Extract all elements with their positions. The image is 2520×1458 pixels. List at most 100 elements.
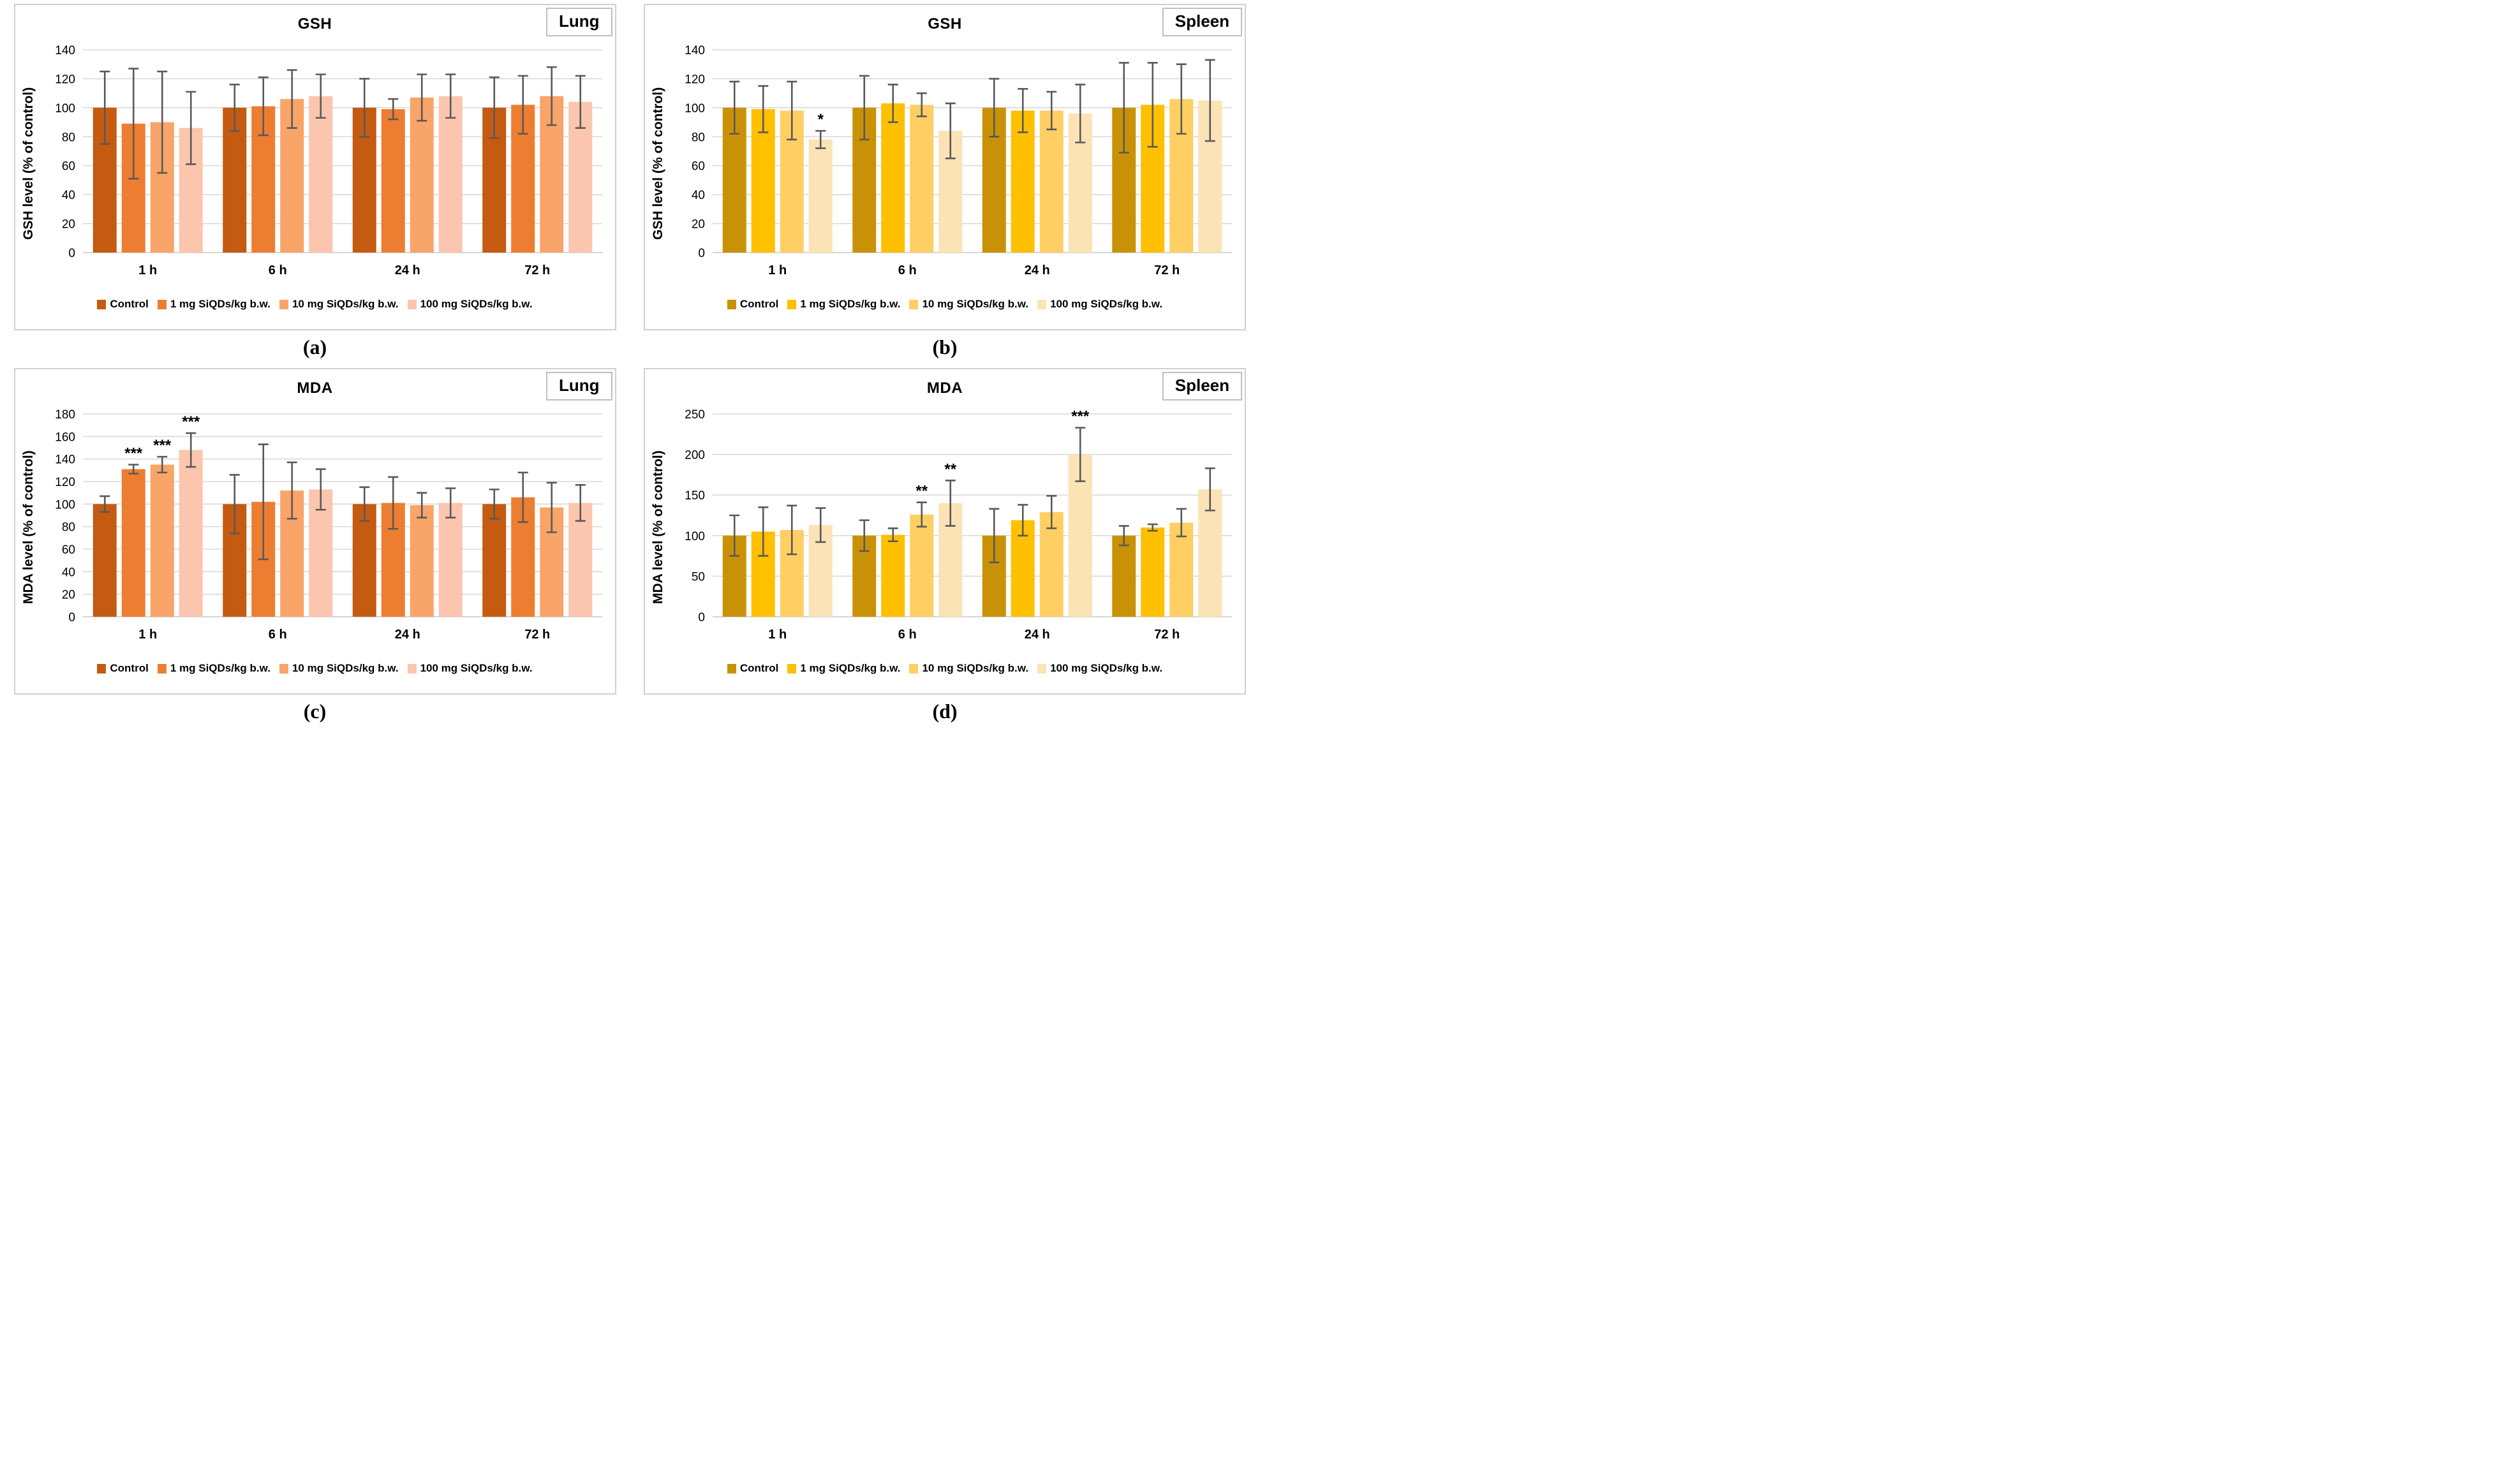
chart-panel-c: Lung MDA MDA level (% of control) 0 20 40 6… xyxy=(13,368,616,695)
y-tick-label: 180 xyxy=(55,408,75,422)
legend-label: Control xyxy=(739,662,779,674)
y-axis-label: GSH level (% of control) xyxy=(651,87,665,240)
y-tick-label: 100 xyxy=(55,102,75,115)
panel-c: Lung MDA MDA level (% of control) 0 20 40 6… xyxy=(0,368,630,732)
legend-label: Control xyxy=(110,662,149,674)
legend-swatch xyxy=(1037,299,1047,309)
bar xyxy=(910,105,934,253)
legend-swatch xyxy=(1037,663,1047,674)
legend-swatch xyxy=(727,663,736,674)
bar xyxy=(1169,522,1194,617)
x-tick-label: 24 h xyxy=(1025,263,1050,277)
legend-swatch xyxy=(787,299,797,309)
legend-label: Control xyxy=(739,298,779,310)
bar xyxy=(308,96,332,253)
y-tick-label: 20 xyxy=(61,218,75,232)
y-tick-label: 100 xyxy=(55,498,75,512)
legend-item: 1 mg SiQDs/kg b.w. xyxy=(787,662,900,675)
legend-item: Control xyxy=(97,298,149,311)
legend-swatch xyxy=(909,663,919,674)
figure-grid: Lung GSH GSH level (% of control) 0 20 40 6… xyxy=(0,0,1260,729)
legend-item: 10 mg SiQDs/kg b.w. xyxy=(279,662,399,675)
bar xyxy=(438,96,463,253)
bar xyxy=(308,489,332,617)
y-tick-label: 140 xyxy=(55,44,75,57)
y-tick-label: 20 xyxy=(61,589,75,602)
bar xyxy=(93,504,117,617)
legend-label: 10 mg SiQDs/kg b.w. xyxy=(922,662,1029,674)
panel-d: Spleen MDA MDA level (% of control) 0 50 1… xyxy=(630,368,1260,732)
y-tick-label: 60 xyxy=(692,160,705,173)
chart-title: MDA xyxy=(297,379,333,397)
bar xyxy=(881,534,905,617)
chart-panel-b: Spleen GSH GSH level (% of control) 0 20 4… xyxy=(644,4,1246,330)
legend-swatch xyxy=(97,299,107,309)
x-tick-label: 24 h xyxy=(394,263,420,277)
bar xyxy=(1039,512,1064,617)
y-tick-label: 40 xyxy=(61,189,75,202)
bar xyxy=(352,504,376,617)
legend-item: Control xyxy=(727,662,778,675)
bar xyxy=(568,503,592,617)
legend-label: 100 mg SiQDs/kg b.w. xyxy=(1050,662,1163,674)
x-tick-label: 1 h xyxy=(768,263,787,277)
bar xyxy=(179,450,203,617)
x-tick-label: 1 h xyxy=(138,263,157,277)
legend-label: 1 mg SiQDs/kg b.w. xyxy=(800,298,901,310)
bar xyxy=(410,505,434,617)
significance-marker: *** xyxy=(1071,408,1090,425)
bar xyxy=(482,504,506,617)
y-tick-label: 60 xyxy=(61,160,75,173)
bar-chart: 0 20 40 60 80 100 120 140 1 h 6 h 24 h 72 h * xyxy=(685,44,1232,277)
significance-marker: * xyxy=(818,111,824,128)
y-tick-label: 120 xyxy=(685,73,705,86)
tissue-badge: Lung xyxy=(545,8,612,36)
legend: Control 1 mg SiQDs/kg b.w. 10 mg SiQDs/kg … xyxy=(15,658,615,679)
legend-swatch xyxy=(157,663,167,674)
significance-marker: ** xyxy=(915,483,928,500)
bar xyxy=(121,469,145,617)
x-tick-label: 72 h xyxy=(524,263,550,277)
legend-item: Control xyxy=(97,662,149,675)
legend-swatch xyxy=(787,663,797,674)
x-tick-label: 72 h xyxy=(1154,263,1180,277)
y-tick-label: 80 xyxy=(61,521,75,534)
y-tick-label: 160 xyxy=(55,431,75,444)
y-tick-label: 140 xyxy=(55,453,75,467)
y-tick-label: 20 xyxy=(692,218,705,232)
chart-title: MDA xyxy=(926,379,963,397)
panel-caption: (a) xyxy=(302,335,327,358)
legend-item: 1 mg SiQDs/kg b.w. xyxy=(157,298,271,311)
bar xyxy=(222,107,246,253)
significance-marker: *** xyxy=(182,413,200,431)
panel-caption: (b) xyxy=(932,335,958,358)
legend-item: 100 mg SiQDs/kg b.w. xyxy=(1037,662,1162,675)
panel-a: Lung GSH GSH level (% of control) 0 20 40 6… xyxy=(0,4,630,368)
x-tick-label: 6 h xyxy=(268,263,286,277)
legend-swatch xyxy=(407,299,417,309)
bar xyxy=(1141,527,1165,617)
y-tick-label: 0 xyxy=(68,247,75,260)
chart-title: GSH xyxy=(297,15,332,33)
legend-label: 100 mg SiQDs/kg b.w. xyxy=(1050,298,1163,310)
y-tick-label: 0 xyxy=(68,611,75,624)
x-tick-label: 1 h xyxy=(138,628,157,642)
legend-item: Control xyxy=(727,298,778,311)
bar xyxy=(381,109,405,253)
bar xyxy=(910,514,934,617)
panel-caption: (d) xyxy=(932,700,958,723)
significance-marker: ** xyxy=(944,460,956,478)
panel-b: Spleen GSH GSH level (% of control) 0 20 4… xyxy=(630,4,1260,368)
tissue-badge: Spleen xyxy=(1162,372,1242,401)
legend-item: 10 mg SiQDs/kg b.w. xyxy=(909,298,1028,311)
x-tick-label: 1 h xyxy=(768,628,787,642)
legend-item: 100 mg SiQDs/kg b.w. xyxy=(407,662,533,675)
significance-marker: *** xyxy=(124,445,143,462)
bar xyxy=(1011,110,1035,253)
x-tick-label: 24 h xyxy=(394,628,420,642)
y-axis-label: MDA level (% of control) xyxy=(651,450,665,605)
legend-item: 100 mg SiQDs/kg b.w. xyxy=(407,298,533,311)
y-tick-label: 0 xyxy=(698,611,705,624)
legend-swatch xyxy=(407,663,417,674)
